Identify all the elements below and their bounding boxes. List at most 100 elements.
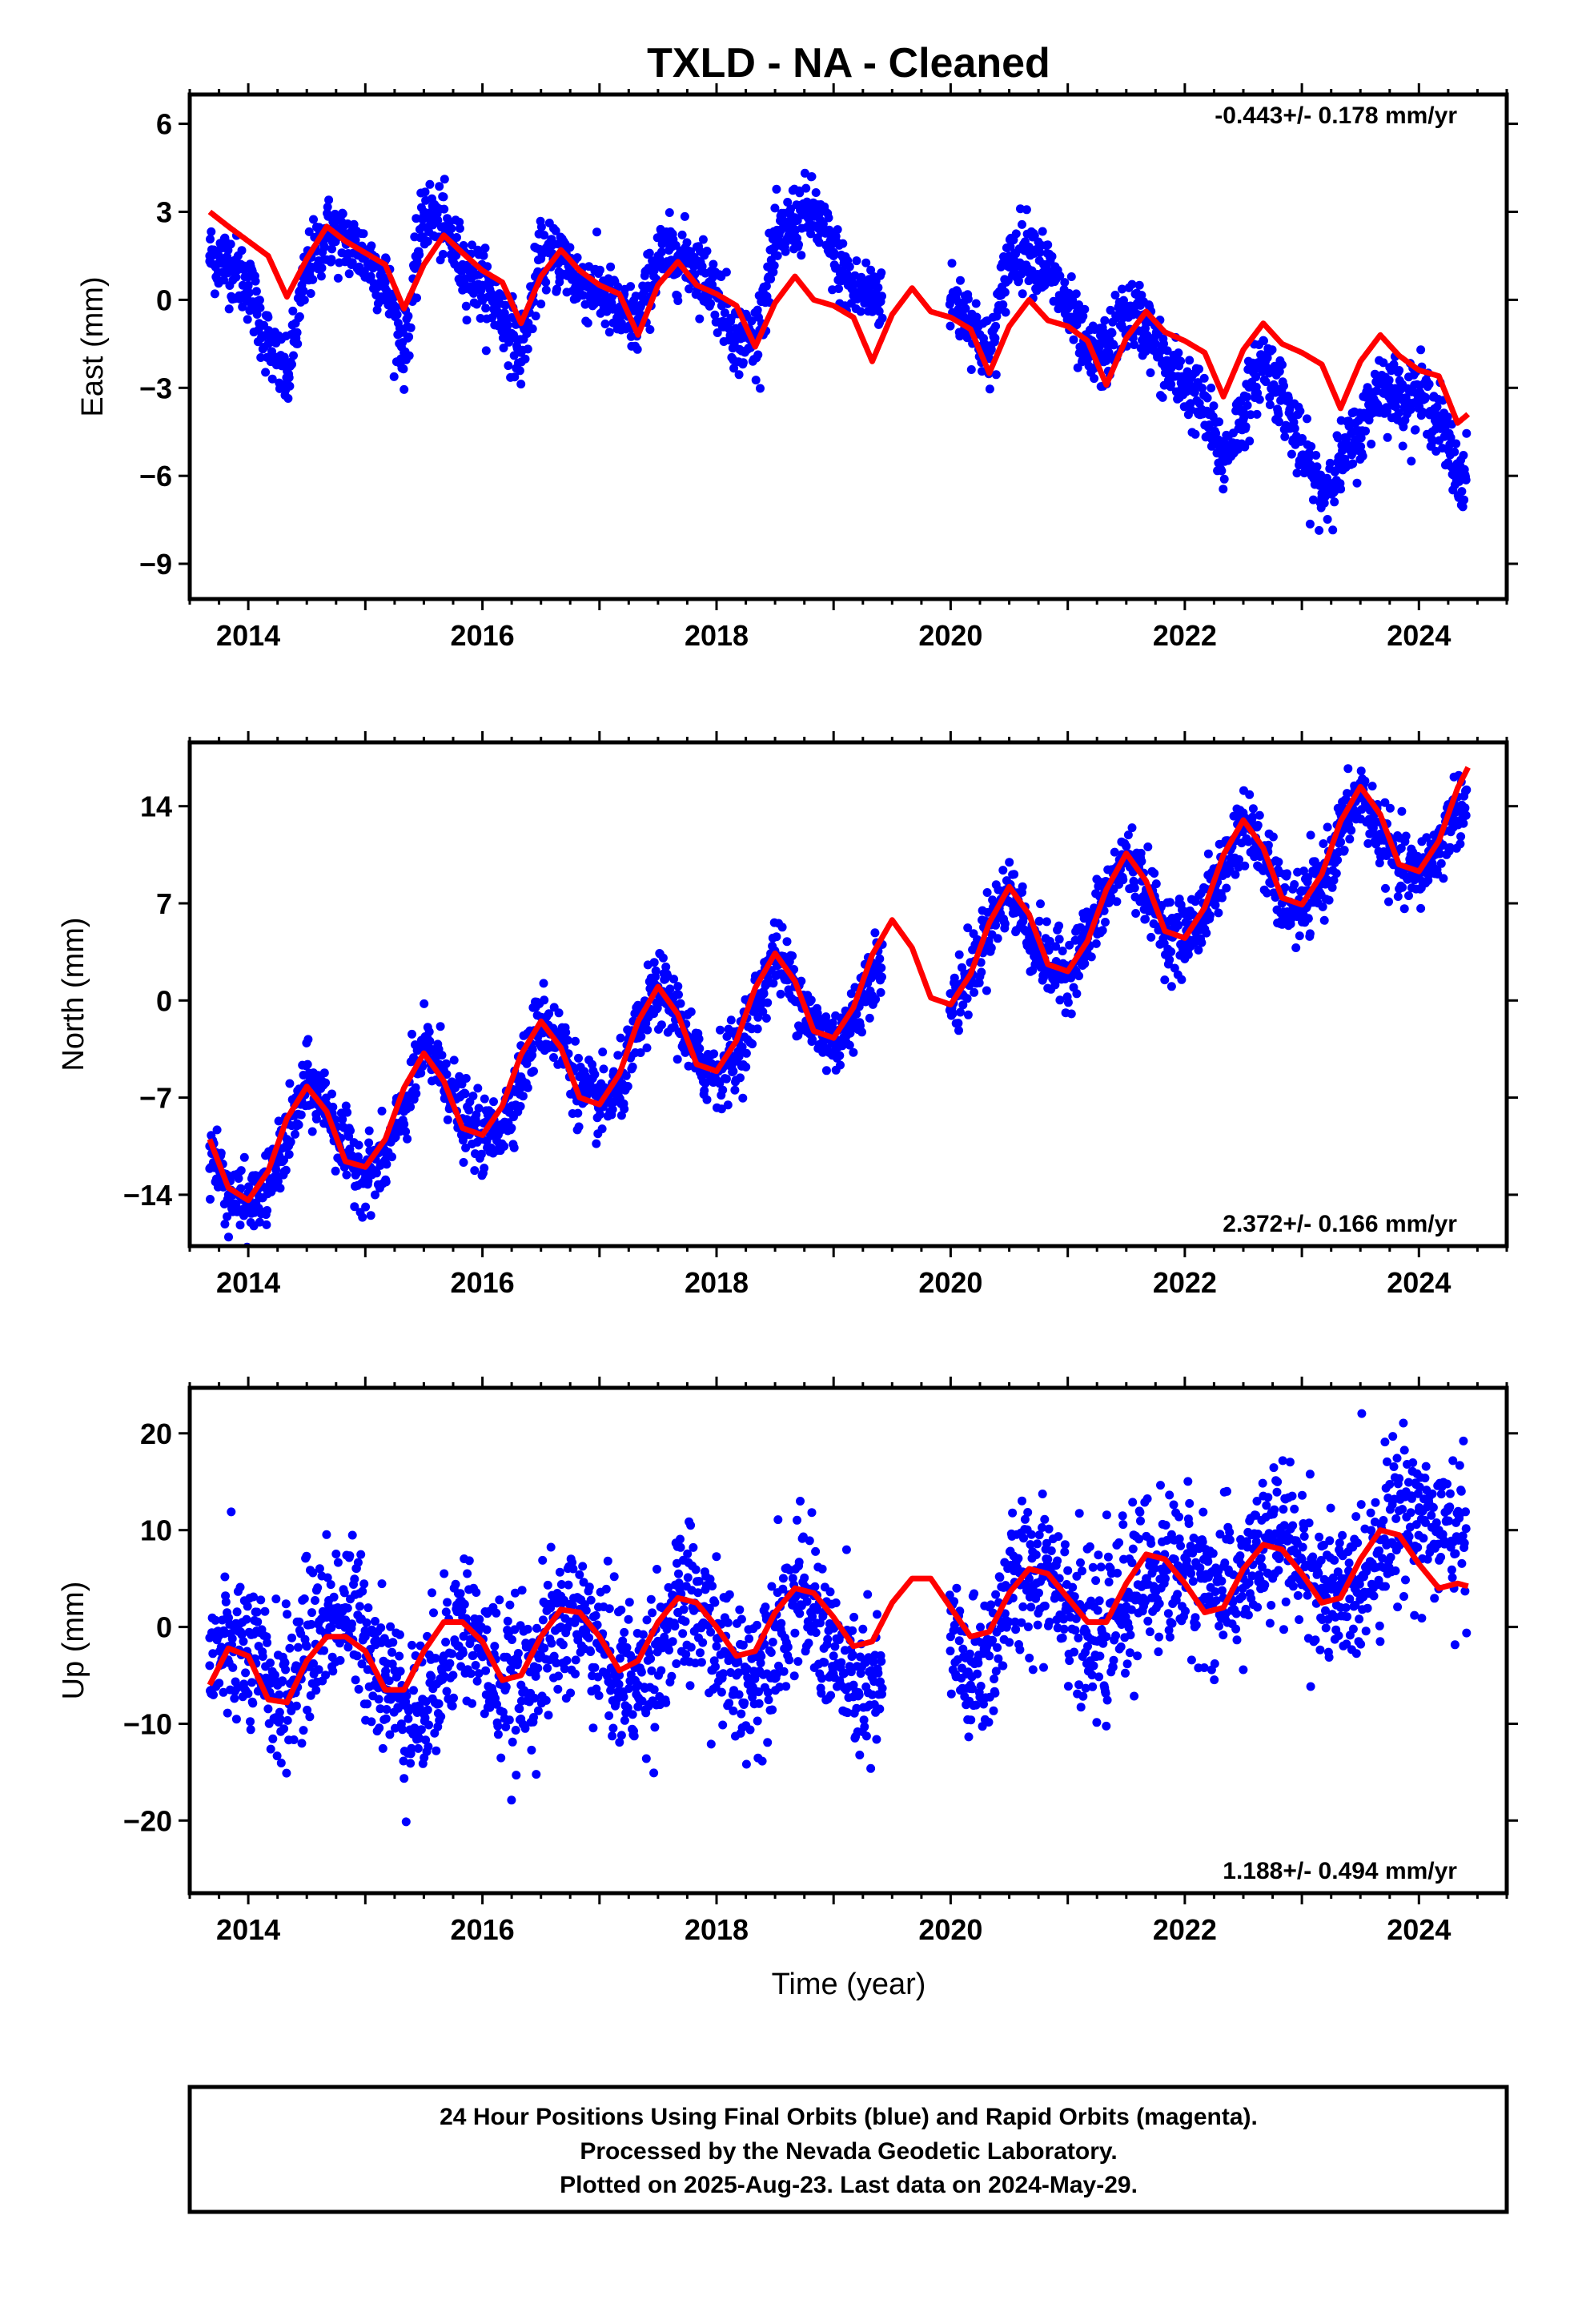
north-data-point (782, 937, 792, 947)
east-data-point (1219, 485, 1228, 494)
north-data-point (1165, 955, 1174, 964)
north-data-point (1283, 869, 1291, 879)
north-data-point (346, 1126, 355, 1136)
east-data-point (1283, 393, 1293, 403)
east-data-point (710, 310, 720, 320)
east-data-point (1011, 229, 1021, 239)
east-data-point (499, 344, 508, 352)
north-data-point (665, 984, 675, 994)
east-data-point (440, 204, 449, 214)
east-data-point (1432, 402, 1442, 412)
east-data-point (1308, 495, 1318, 505)
east-data-point (838, 239, 848, 248)
north-data-point (400, 1120, 409, 1129)
north-data-point (574, 1053, 583, 1063)
north-data-point (1435, 849, 1444, 858)
north-data-point (694, 1034, 704, 1043)
east-data-point (1352, 478, 1362, 488)
east-data-point (1307, 442, 1316, 451)
north-data-point (425, 1036, 435, 1046)
east-data-point (665, 208, 674, 217)
north-data-point (437, 1051, 447, 1060)
east-data-point (1383, 407, 1391, 416)
east-data-point (1295, 406, 1305, 416)
east-data-point (1020, 237, 1030, 247)
east-data-point (1066, 272, 1076, 281)
east-data-point (807, 172, 817, 181)
east-plot-area (205, 168, 1472, 535)
east-data-point (946, 321, 955, 331)
north-data-point (950, 973, 959, 983)
east-data-point (324, 195, 334, 205)
east-data-point (833, 225, 842, 235)
north-data-point (563, 1035, 572, 1045)
north-data-point (729, 1067, 738, 1076)
north-data-point (723, 1100, 733, 1110)
north-data-point (401, 1127, 411, 1136)
east-data-point (781, 247, 790, 256)
north-data-point (709, 1049, 719, 1059)
north-data-point (1268, 832, 1278, 842)
east-data-point (483, 262, 492, 271)
east-data-point (308, 275, 318, 284)
north-data-point (1110, 847, 1119, 857)
north-data-point (1080, 959, 1090, 968)
east-data-point (480, 243, 490, 253)
north-data-point (1211, 900, 1220, 910)
east-data-point (1001, 308, 1010, 317)
east-data-point (412, 293, 421, 303)
east-data-point (565, 243, 575, 252)
north-data-point (1305, 929, 1315, 939)
north-data-point (303, 1059, 312, 1069)
east-data-point (1043, 240, 1053, 250)
north-data-point (574, 1122, 584, 1132)
east-data-point (814, 238, 824, 247)
north-data-point (613, 1051, 623, 1060)
north-data-point (1255, 810, 1264, 820)
north-data-point (597, 1124, 607, 1134)
east-data-point (606, 262, 616, 271)
east-data-point (1110, 291, 1120, 300)
north-data-point (956, 1007, 965, 1017)
north-data-point (236, 1166, 246, 1176)
north-data-point (1398, 883, 1407, 892)
north-data-point (1165, 898, 1174, 907)
north-data-point (722, 1031, 732, 1041)
east-data-point (1078, 312, 1088, 321)
east-data-point (1191, 429, 1200, 439)
north-data-point (518, 1092, 528, 1101)
east-data-point (389, 372, 399, 381)
east-data-point (644, 248, 654, 258)
east-data-point (1176, 356, 1186, 366)
east-data-point (237, 246, 247, 255)
east-data-point (877, 268, 886, 278)
north-y-tick-label: 14 (140, 790, 172, 823)
north-data-point (455, 1072, 464, 1081)
north-data-point (717, 1104, 726, 1114)
east-data-point (251, 287, 261, 296)
east-data-point (1055, 271, 1065, 280)
north-data-point (621, 1071, 631, 1080)
north-x-tick-label: 2020 (918, 1266, 982, 1299)
east-data-point (1358, 452, 1367, 460)
north-data-point (1231, 870, 1240, 879)
north-data-point (470, 1166, 480, 1176)
north-data-point (1381, 883, 1390, 893)
north-data-point (1290, 880, 1299, 889)
north-data-point (661, 962, 671, 971)
east-data-point (729, 364, 739, 373)
north-data-point (1010, 870, 1019, 879)
north-data-point (1066, 1009, 1076, 1019)
east-data-point (1461, 475, 1471, 485)
east-data-point (1447, 420, 1456, 429)
north-data-point (1197, 938, 1207, 947)
north-data-point (1327, 883, 1337, 892)
east-data-point (801, 183, 811, 193)
east-data-point (1219, 474, 1229, 484)
up-data-point (219, 1629, 229, 1638)
north-data-point (1173, 912, 1182, 922)
east-data-point (435, 182, 444, 191)
east-data-point (1452, 439, 1461, 448)
east-y-axis-label: East (mm) (76, 276, 110, 416)
east-data-point (287, 360, 296, 369)
